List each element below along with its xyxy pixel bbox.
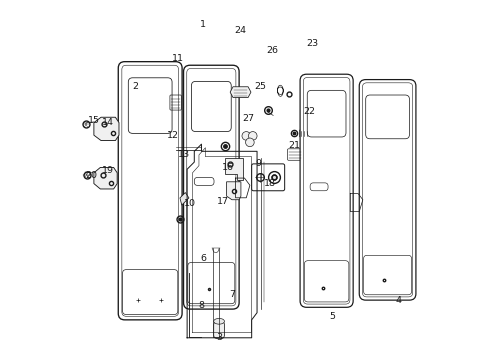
- Text: 4: 4: [395, 296, 401, 305]
- Text: 15: 15: [88, 116, 100, 125]
- Text: 3: 3: [216, 333, 222, 342]
- FancyBboxPatch shape: [213, 321, 224, 338]
- Polygon shape: [226, 182, 241, 200]
- Text: 26: 26: [266, 46, 278, 55]
- Polygon shape: [94, 117, 119, 140]
- Text: 27: 27: [242, 114, 254, 123]
- Text: 13: 13: [177, 150, 189, 159]
- FancyBboxPatch shape: [359, 80, 415, 300]
- Text: 22: 22: [303, 107, 314, 116]
- FancyBboxPatch shape: [183, 65, 239, 309]
- Circle shape: [245, 138, 254, 147]
- Text: 14: 14: [102, 118, 114, 127]
- Text: 16: 16: [222, 163, 234, 172]
- Text: 1: 1: [200, 19, 206, 28]
- Text: 24: 24: [234, 26, 245, 35]
- Text: 23: 23: [306, 39, 318, 48]
- Text: 7: 7: [228, 290, 234, 299]
- Text: 8: 8: [198, 301, 204, 310]
- Text: 11: 11: [172, 54, 184, 63]
- Text: 12: 12: [166, 131, 179, 140]
- FancyBboxPatch shape: [118, 62, 182, 320]
- Text: 20: 20: [85, 171, 97, 180]
- Text: 18: 18: [263, 179, 275, 188]
- Polygon shape: [224, 158, 242, 180]
- FancyBboxPatch shape: [300, 74, 352, 307]
- Text: 5: 5: [329, 312, 335, 321]
- Text: 19: 19: [102, 166, 113, 175]
- Ellipse shape: [213, 319, 224, 324]
- Text: 2: 2: [132, 82, 138, 91]
- Polygon shape: [94, 167, 117, 189]
- Text: 17: 17: [217, 197, 228, 206]
- Text: 21: 21: [288, 141, 300, 150]
- Circle shape: [242, 132, 250, 140]
- Polygon shape: [230, 87, 250, 98]
- Text: 25: 25: [254, 82, 266, 91]
- Circle shape: [248, 132, 257, 140]
- Polygon shape: [180, 193, 188, 205]
- Text: 9: 9: [255, 159, 261, 168]
- Text: 6: 6: [200, 254, 206, 263]
- Text: 10: 10: [183, 199, 196, 208]
